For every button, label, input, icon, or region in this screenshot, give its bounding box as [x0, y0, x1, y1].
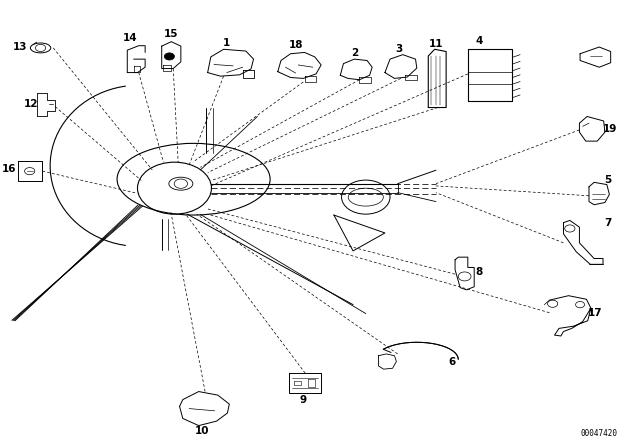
Text: 5: 5 [605, 175, 612, 185]
Text: 19: 19 [603, 124, 617, 134]
Text: 6: 6 [448, 357, 456, 366]
Text: 7: 7 [604, 218, 612, 228]
Text: 14: 14 [123, 33, 138, 43]
Text: 00047420: 00047420 [580, 429, 618, 438]
Text: 13: 13 [13, 42, 28, 52]
Circle shape [164, 53, 175, 60]
Text: 10: 10 [195, 426, 209, 436]
Text: 12: 12 [24, 99, 38, 109]
Text: 2: 2 [351, 48, 358, 58]
Text: 3: 3 [396, 44, 403, 54]
Text: 15: 15 [164, 29, 179, 39]
Text: 18: 18 [289, 40, 303, 50]
Text: 11: 11 [429, 39, 443, 49]
Text: 9: 9 [300, 395, 307, 405]
Text: 1: 1 [223, 39, 230, 48]
Text: 16: 16 [1, 164, 16, 174]
Text: 17: 17 [588, 308, 603, 318]
Text: 4: 4 [476, 36, 483, 46]
Text: 8: 8 [476, 267, 483, 277]
